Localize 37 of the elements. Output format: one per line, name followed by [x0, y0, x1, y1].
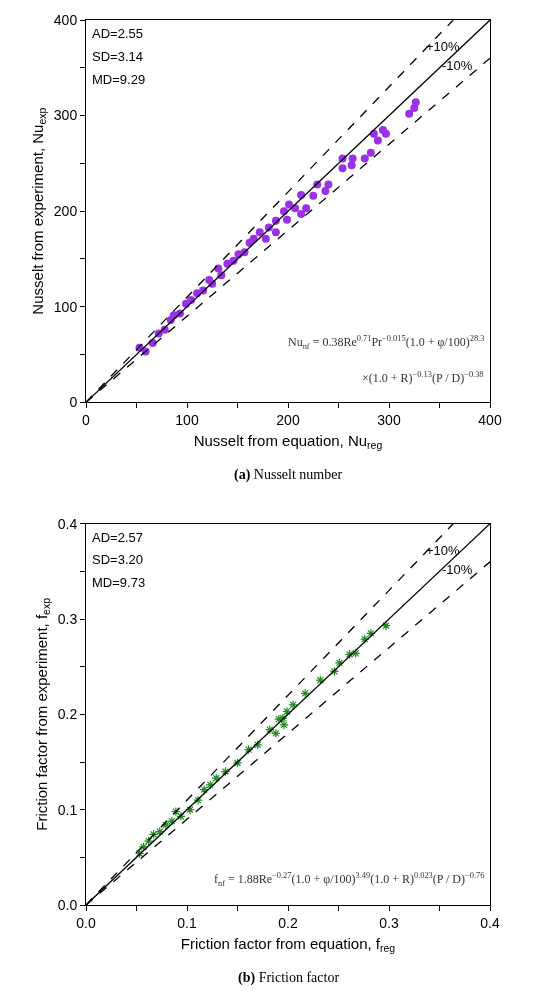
x-tick-label: 0.2	[278, 914, 298, 931]
x-tick-label: 0.1	[177, 914, 197, 931]
annotation: SD=3.14	[92, 49, 143, 64]
y-tick-label: 0	[69, 394, 78, 411]
annotation: +10%	[426, 543, 461, 558]
x-tick-label: 100	[175, 412, 199, 429]
x-tick-label: 0.3	[379, 914, 399, 931]
x-axis-title: Friction factor from equation, f$_{reg}$	[180, 934, 396, 954]
text: (b) Friction factor	[238, 970, 340, 986]
y-tick-label: 400	[53, 11, 78, 28]
text: f$_{nf}$ = 1.88Re$^{−0.27}$(1.0 + φ/100)$^{3.49}$(1.0 + R)$^{0.023}$(P / D)$^{−0.76}$	[214, 871, 485, 888]
text: (a) Nusselt number	[234, 467, 343, 483]
y-tick-label: 0.4	[57, 515, 78, 532]
y-tick-label: 0.1	[57, 801, 78, 818]
x-tick-label: 0.0	[76, 914, 96, 931]
annotation: MD=9.73	[92, 575, 146, 590]
y-tick-label: 0.3	[57, 610, 78, 627]
y-tick-label: 300	[53, 107, 78, 124]
annotation: ×(1.0 + R)$^{−0.13}$(P / D)$^{−0.38}$	[362, 370, 484, 386]
x-tick-label: 0.4	[480, 914, 500, 931]
y-tick-label: 0.0	[57, 896, 78, 913]
y-tick-label: 100	[53, 298, 78, 315]
annotation: +10%	[426, 39, 461, 54]
x-axis-title: Nusselt from equation, Nu$_{reg}$	[193, 432, 383, 452]
annotation: MD=9.29	[92, 72, 146, 87]
annotation: AD=2.55	[92, 26, 143, 41]
annotation: Nu$_{nf}$ = 0.38Re$^{0.71}$Pr$^{−0.015}$(1.0 + φ/100)$^{28.3}$	[288, 334, 485, 351]
x-tick-label: 200	[276, 412, 300, 429]
x-tick-label: 300	[377, 412, 401, 429]
annotation: AD=2.57	[92, 530, 143, 545]
annotation: SD=3.20	[92, 552, 143, 567]
y-tick-label: 0.2	[57, 706, 78, 723]
annotation: -10%	[442, 58, 473, 73]
annotation: -10%	[442, 562, 473, 577]
y-tick-label: 200	[53, 203, 78, 220]
x-tick-label: 400	[478, 412, 502, 429]
x-tick-label: 0	[82, 412, 91, 429]
